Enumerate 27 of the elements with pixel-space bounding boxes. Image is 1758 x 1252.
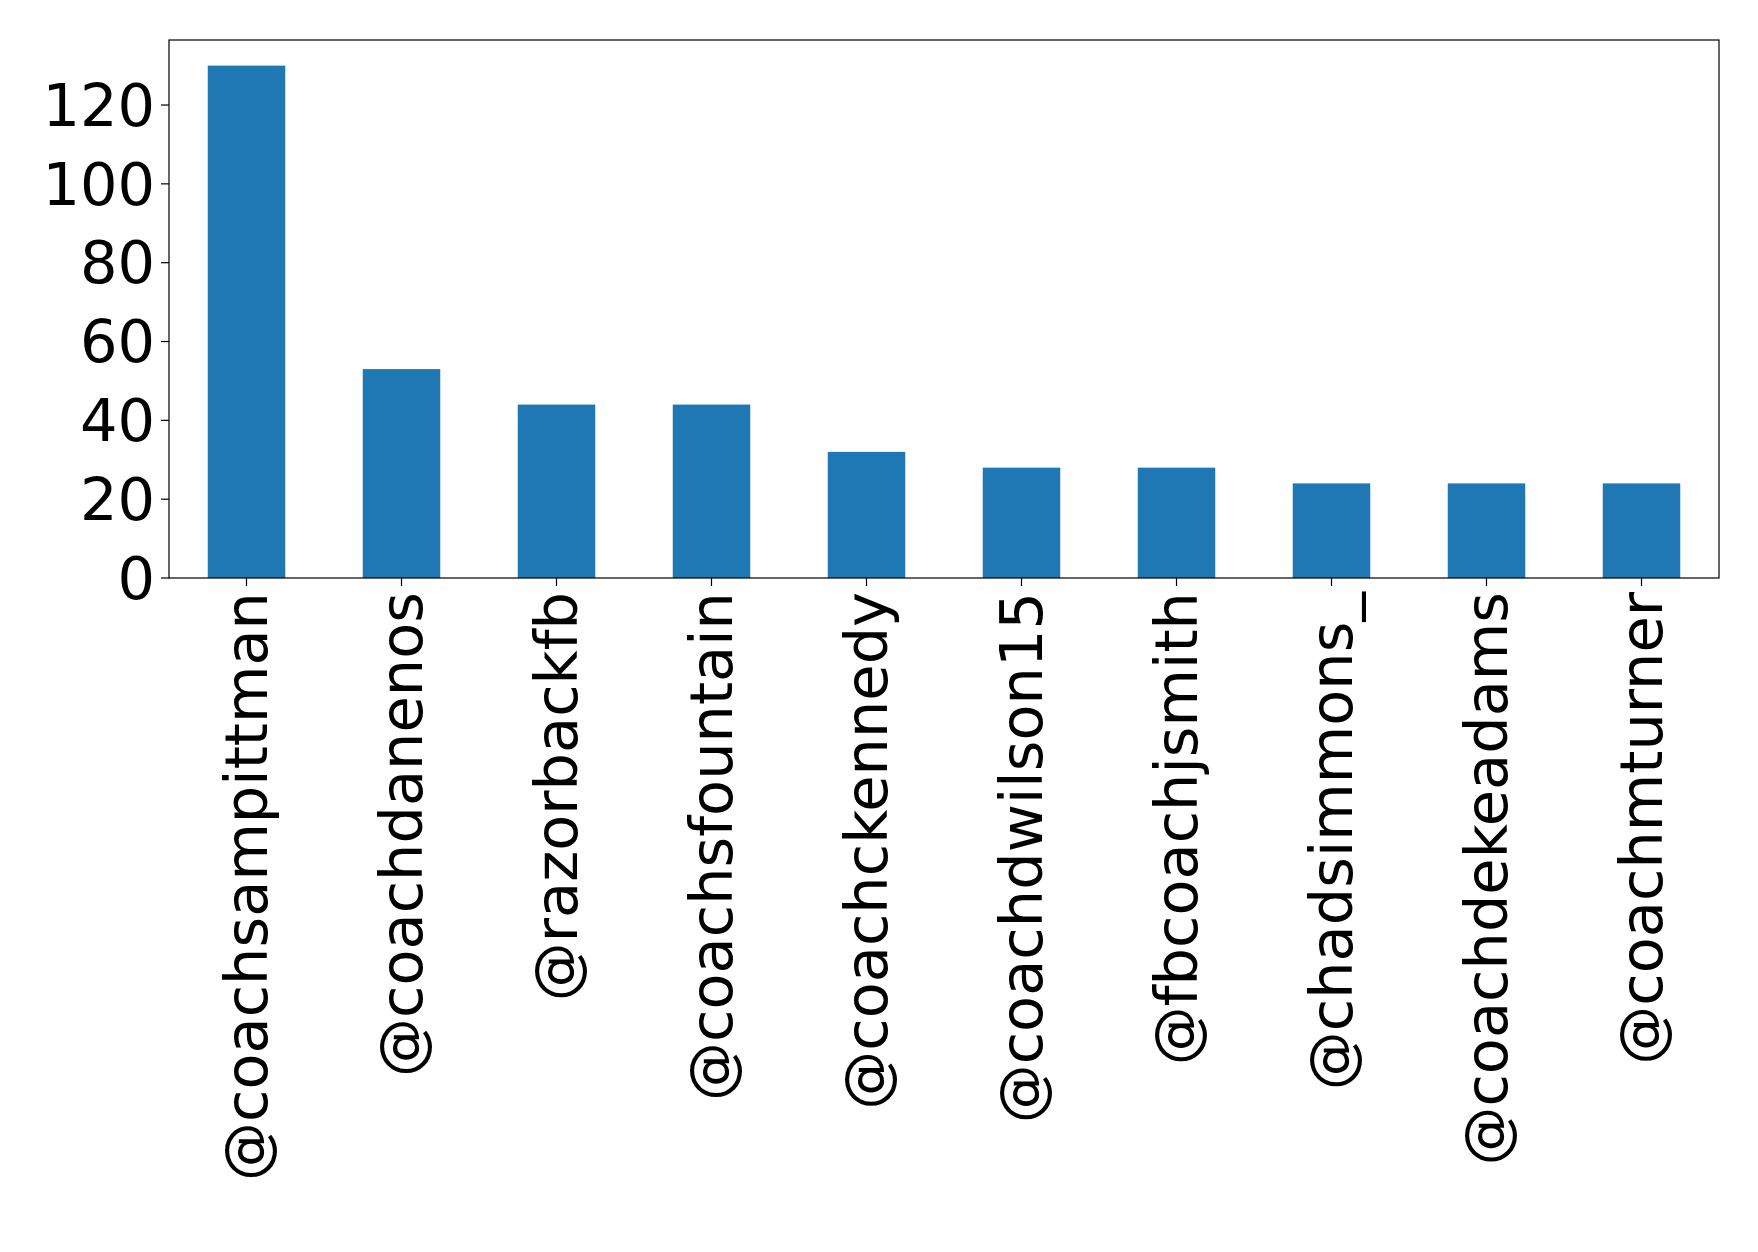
y-tick-label: 0 <box>117 543 155 613</box>
x-tick-label: @chadsimmons_ <box>1297 590 1367 1091</box>
bar <box>517 404 596 578</box>
x-tick-label: @coachdwilson15 <box>987 592 1057 1124</box>
x-tick-label: @coachdanenos <box>367 592 437 1078</box>
y-tick-label: 40 <box>79 385 155 455</box>
bar <box>1137 467 1216 578</box>
x-tick-label: @coachsampittman <box>212 592 282 1182</box>
bar <box>1447 483 1526 578</box>
x-tick-label: @coachdekeadams <box>1452 592 1522 1166</box>
y-tick-label: 60 <box>79 307 155 377</box>
x-tick-label: @coachckennedy <box>832 592 902 1110</box>
bar <box>207 65 286 578</box>
bar <box>362 369 441 578</box>
y-tick-label: 20 <box>79 464 155 534</box>
y-tick-label: 80 <box>79 228 155 298</box>
bar <box>1292 483 1371 578</box>
x-tick-label: @coachsfountain <box>677 592 747 1101</box>
bar <box>982 467 1061 578</box>
bar <box>1602 483 1681 578</box>
y-tick-label: 100 <box>42 149 155 219</box>
x-tick-label: @coachmturner <box>1607 591 1677 1065</box>
bar <box>827 451 906 578</box>
x-tick-label: @fbcoachjsmith <box>1142 592 1212 1066</box>
y-tick-label: 120 <box>42 70 155 140</box>
bar <box>672 404 751 578</box>
x-tick-label: @razorbackfb <box>522 592 592 1002</box>
